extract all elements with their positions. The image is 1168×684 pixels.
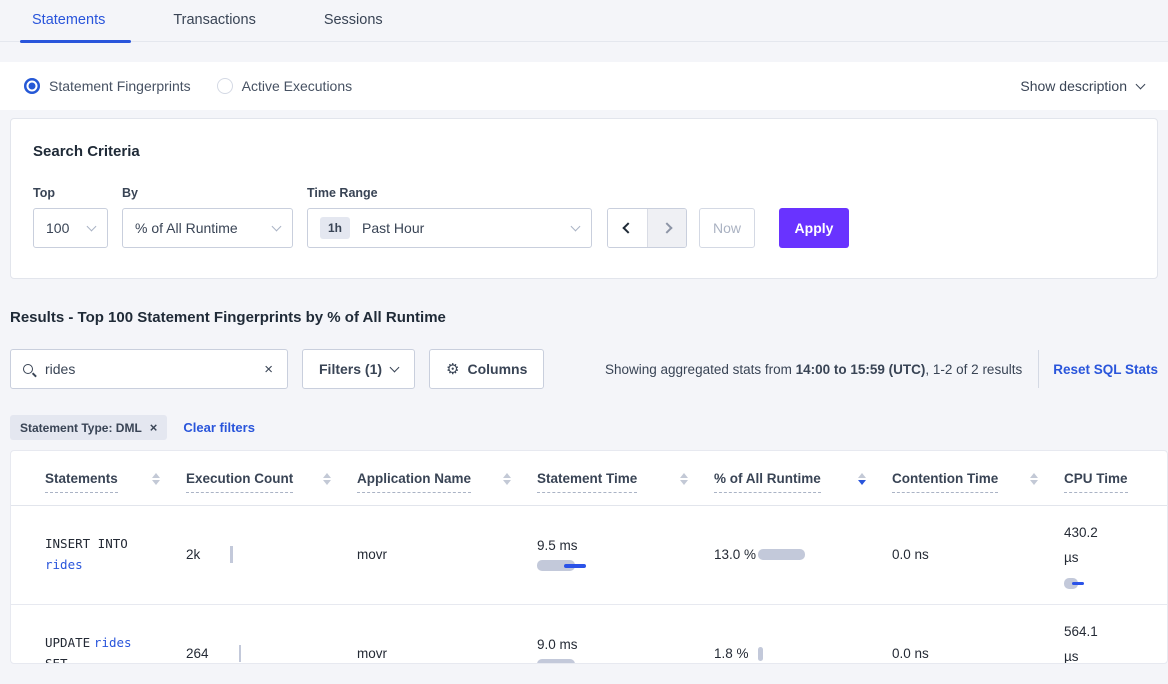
remove-filter-icon[interactable]: × bbox=[149, 420, 158, 435]
radio-selected-icon bbox=[24, 78, 40, 94]
statements-table-card: Statements Execution Count Application N… bbox=[10, 450, 1168, 664]
chevron-down-icon bbox=[389, 362, 400, 373]
chevron-left-icon bbox=[621, 222, 634, 234]
radio-label: Statement Fingerprints bbox=[49, 78, 191, 94]
header-cpu-time[interactable]: CPU Time bbox=[1064, 471, 1167, 493]
filters-button[interactable]: Filters (1) bbox=[302, 349, 416, 389]
time-range-pager bbox=[607, 208, 687, 248]
table-row[interactable]: INSERT INTO rides 2k movr 9.5 ms 13.0 % … bbox=[11, 506, 1167, 605]
chevron-down-icon bbox=[271, 221, 282, 232]
by-label: By bbox=[122, 186, 138, 200]
search-criteria-card: Search Criteria Top 100 By % of All Runt… bbox=[10, 118, 1158, 279]
stats-time-range: 14:00 to 15:59 (UTC) bbox=[795, 361, 926, 377]
sort-icon bbox=[1030, 473, 1038, 485]
clear-filters-link[interactable]: Clear filters bbox=[183, 420, 255, 435]
tab-transactions[interactable]: Transactions bbox=[173, 12, 256, 28]
page-tabs: Statements Transactions Sessions bbox=[0, 0, 1168, 43]
reset-sql-stats-link[interactable]: Reset SQL Stats bbox=[1053, 361, 1158, 377]
show-description-label: Show description bbox=[1020, 78, 1127, 94]
application-name-cell: movr bbox=[357, 547, 387, 563]
cpu-time-cell: 430.2 µs bbox=[1064, 521, 1167, 589]
statement-cell: UPDATE rides SET… bbox=[45, 635, 132, 664]
radio-statement-fingerprints[interactable]: Statement Fingerprints bbox=[24, 78, 191, 94]
cpu-time-cell: 564.1 µs bbox=[1064, 620, 1167, 663]
by-select-value: % of All Runtime bbox=[135, 220, 238, 236]
execution-count-cell: 2k bbox=[186, 546, 357, 564]
application-name-cell: movr bbox=[357, 646, 387, 662]
execution-count-bar bbox=[238, 645, 242, 663]
chevron-down-icon bbox=[570, 221, 581, 232]
statement-link[interactable]: rides bbox=[93, 635, 132, 651]
contention-time-cell: 0.0 ns bbox=[892, 646, 929, 662]
filter-chips-row: Statement Type: DML × Clear filters bbox=[10, 415, 1168, 440]
header-percent-of-all-runtime[interactable]: % of All Runtime bbox=[714, 471, 892, 493]
sort-icon bbox=[323, 473, 331, 485]
results-controls: × Filters (1) ⚙ Columns Showing aggregat… bbox=[10, 349, 1158, 389]
runtime-pct-bar bbox=[758, 549, 805, 561]
statement-time-cell: 9.0 ms bbox=[537, 637, 714, 663]
time-range-label: Time Range bbox=[307, 186, 378, 200]
clear-search-icon[interactable]: × bbox=[264, 360, 273, 378]
tab-statements[interactable]: Statements bbox=[19, 12, 132, 43]
runtime-pct-cell: 1.8 % bbox=[714, 643, 892, 663]
execution-count-cell: 264 bbox=[186, 645, 357, 663]
divider bbox=[1038, 350, 1040, 388]
chevron-down-icon bbox=[86, 221, 97, 232]
top-select[interactable]: 100 bbox=[33, 208, 108, 248]
statement-search-box: × bbox=[10, 349, 288, 389]
cpu-time-bar bbox=[1064, 577, 1134, 589]
sort-icon-active-desc bbox=[858, 473, 866, 485]
gear-icon: ⚙ bbox=[446, 361, 460, 378]
table-header-row: Statements Execution Count Application N… bbox=[11, 451, 1167, 506]
sort-icon bbox=[680, 473, 688, 485]
top-select-value: 100 bbox=[46, 220, 70, 236]
previous-time-range-button[interactable] bbox=[608, 209, 647, 247]
radio-label: Active Executions bbox=[241, 78, 353, 94]
by-select[interactable]: % of All Runtime bbox=[122, 208, 293, 248]
filter-chip-label: Statement Type: DML bbox=[20, 420, 142, 435]
header-contention-time[interactable]: Contention Time bbox=[892, 471, 1064, 493]
statement-time-bar bbox=[537, 659, 607, 663]
time-range-badge: 1h bbox=[320, 217, 351, 239]
view-toggle-bar: Statement Fingerprints Active Executions… bbox=[0, 62, 1168, 110]
header-statements[interactable]: Statements bbox=[45, 471, 186, 493]
chevron-right-icon bbox=[661, 222, 673, 234]
time-range-value: Past Hour bbox=[362, 220, 425, 236]
tab-sessions[interactable]: Sessions bbox=[323, 12, 383, 28]
now-button[interactable]: Now bbox=[699, 208, 755, 248]
apply-button[interactable]: Apply bbox=[779, 208, 849, 248]
search-criteria-title: Search Criteria bbox=[33, 143, 140, 160]
show-description-toggle[interactable]: Show description bbox=[1020, 78, 1146, 94]
radio-unselected-icon bbox=[216, 78, 233, 94]
execution-count-bar bbox=[230, 546, 233, 564]
aggregated-stats-text: Showing aggregated stats from 14:00 to 1… bbox=[605, 361, 1023, 377]
contention-time-cell: 0.0 ns bbox=[892, 547, 929, 563]
search-icon bbox=[23, 364, 33, 374]
statement-cell: INSERT INTO rides bbox=[45, 536, 128, 572]
sort-icon bbox=[503, 473, 511, 485]
columns-button[interactable]: ⚙ Columns bbox=[429, 349, 545, 389]
runtime-pct-bar bbox=[757, 646, 763, 661]
table-row[interactable]: UPDATE rides SET… 264 movr 9.0 ms 1.8 % … bbox=[11, 605, 1167, 664]
time-range-select[interactable]: 1h Past Hour bbox=[307, 208, 592, 248]
top-label: Top bbox=[33, 186, 55, 200]
header-execution-count[interactable]: Execution Count bbox=[186, 471, 357, 493]
filter-chip-statement-type[interactable]: Statement Type: DML × bbox=[10, 415, 168, 440]
statement-link[interactable]: rides bbox=[45, 556, 83, 572]
header-application-name[interactable]: Application Name bbox=[357, 471, 537, 493]
header-statement-time[interactable]: Statement Time bbox=[537, 471, 714, 493]
runtime-pct-cell: 13.0 % bbox=[714, 544, 892, 566]
chevron-down-icon bbox=[1135, 79, 1146, 90]
statement-time-cell: 9.5 ms bbox=[537, 538, 714, 572]
search-input[interactable] bbox=[45, 361, 263, 377]
sort-icon bbox=[152, 473, 160, 485]
statements-table: Statements Execution Count Application N… bbox=[11, 451, 1167, 664]
statement-time-bar bbox=[537, 560, 607, 572]
next-time-range-button[interactable] bbox=[647, 209, 686, 247]
results-title: Results - Top 100 Statement Fingerprints… bbox=[10, 309, 446, 326]
radio-active-executions[interactable]: Active Executions bbox=[216, 78, 353, 94]
columns-button-label: Columns bbox=[467, 361, 528, 377]
filters-button-label: Filters (1) bbox=[319, 361, 383, 377]
